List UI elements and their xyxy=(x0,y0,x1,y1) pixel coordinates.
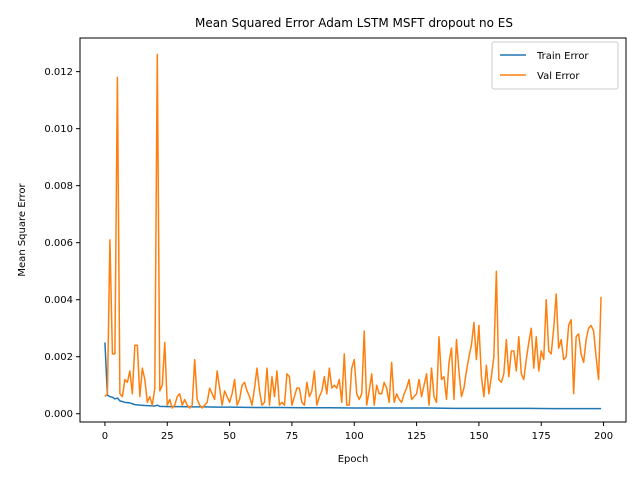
series-line-train-error xyxy=(104,342,602,410)
y-tick-label: 0.006 xyxy=(44,238,73,249)
plot-area-frame xyxy=(79,37,627,423)
series-layer xyxy=(104,53,602,410)
y-tick-label: 0.008 xyxy=(44,181,73,192)
legend: Train Error Val Error xyxy=(491,41,619,90)
y-tick-label: 0.010 xyxy=(44,124,73,135)
legend-label-val-error: Val Error xyxy=(537,71,580,82)
x-tick-label: 50 xyxy=(223,431,236,442)
x-tick-label: 150 xyxy=(469,431,488,442)
series-line-val-error xyxy=(104,53,602,409)
x-tick-label: 175 xyxy=(532,431,551,442)
y-axis-ticks: 0.000 0.002 0.004 0.006 0.008 0.010 0.012 xyxy=(44,67,80,420)
x-tick-label: 100 xyxy=(345,431,364,442)
legend-box xyxy=(491,41,619,90)
y-tick-label: 0.002 xyxy=(44,352,73,363)
x-tick-label: 25 xyxy=(161,431,174,442)
x-tick-label: 0 xyxy=(102,431,108,442)
y-axis-label: Mean Square Error xyxy=(17,183,28,277)
y-tick-label: 0.000 xyxy=(44,409,73,420)
x-tick-label: 75 xyxy=(286,431,299,442)
legend-label-train-error: Train Error xyxy=(536,51,589,62)
y-tick-label: 0.012 xyxy=(44,67,73,78)
x-tick-label: 200 xyxy=(594,431,613,442)
chart-title: Mean Squared Error Adam LSTM MSFT dropou… xyxy=(195,16,513,30)
y-tick-label: 0.004 xyxy=(44,295,73,306)
x-axis-ticks: 0 25 50 75 100 125 150 175 200 xyxy=(102,422,613,442)
x-axis-label: Epoch xyxy=(338,454,369,465)
x-tick-label: 125 xyxy=(407,431,426,442)
